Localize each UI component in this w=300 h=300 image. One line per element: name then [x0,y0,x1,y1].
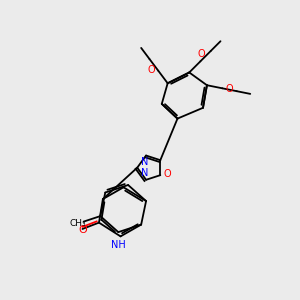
Text: NH: NH [111,240,126,250]
Text: N: N [141,168,149,178]
Text: O: O [225,84,233,94]
Text: N: N [141,158,149,167]
Text: O: O [164,169,171,179]
Text: O: O [78,225,87,235]
Text: CH₃: CH₃ [70,219,86,228]
Text: O: O [197,50,205,59]
Text: O: O [148,65,155,75]
